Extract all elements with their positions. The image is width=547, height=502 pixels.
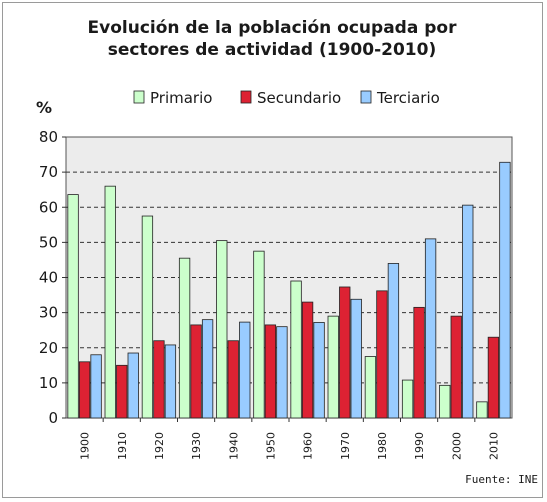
bar-primario-1910 bbox=[104, 185, 116, 419]
bar-secundario-1960 bbox=[301, 301, 314, 419]
y-tick-label: 80 bbox=[39, 128, 58, 146]
legend-label-terciario: Terciario bbox=[376, 89, 440, 107]
bar-secundario-1930 bbox=[190, 324, 202, 419]
bar-terciario-1950 bbox=[276, 326, 288, 419]
bar-terciario-1900 bbox=[90, 354, 102, 419]
x-tick-label: 1950 bbox=[264, 432, 277, 460]
bar-secundario-2010 bbox=[487, 336, 500, 419]
x-tick-label: 2000 bbox=[450, 432, 463, 460]
bar-primario-1920 bbox=[141, 215, 154, 419]
source-note: Fuente: INE bbox=[465, 473, 538, 486]
bar-terciario-1970 bbox=[350, 298, 362, 419]
bar-secundario-1970 bbox=[339, 286, 351, 419]
bar-terciario-1920 bbox=[164, 344, 177, 419]
bar-primario-1990 bbox=[401, 379, 414, 419]
bar-terciario-2010 bbox=[499, 161, 511, 419]
bar-terciario-1940 bbox=[239, 321, 251, 419]
bar-terciario-2000 bbox=[462, 204, 474, 419]
bar-secundario-1910 bbox=[116, 364, 128, 419]
bar-primario-1960 bbox=[290, 280, 302, 419]
x-tick-label: 1960 bbox=[302, 432, 315, 460]
x-tick-label: 1990 bbox=[413, 432, 426, 460]
bar-primario-2010 bbox=[476, 401, 488, 419]
x-tick-label: 1980 bbox=[376, 432, 389, 460]
y-tick-label: 20 bbox=[39, 339, 58, 357]
bar-terciario-1990 bbox=[424, 238, 437, 419]
bar-secundario-2000 bbox=[450, 315, 462, 419]
x-tick-label: 1920 bbox=[153, 432, 166, 460]
legend-swatch-secundario bbox=[240, 90, 252, 104]
bar-primario-1930 bbox=[178, 257, 191, 419]
bar-primario-1970 bbox=[327, 315, 339, 419]
x-tick-label: 1970 bbox=[339, 432, 352, 460]
bar-primario-1980 bbox=[364, 356, 377, 419]
y-tick-label: 0 bbox=[48, 409, 58, 427]
legend: Primario Secundario Terciario bbox=[133, 89, 440, 107]
x-tick-label: 1940 bbox=[227, 432, 240, 460]
y-tick-label: 70 bbox=[39, 163, 58, 181]
bar-secundario-1940 bbox=[227, 340, 239, 419]
y-tick-label: 30 bbox=[39, 304, 58, 322]
x-axis-ticks: 1900 1910 1920 1930 1940 1950 1960 1970 1980 1990… bbox=[79, 418, 500, 460]
bar-secundario-1980 bbox=[376, 290, 388, 419]
y-axis-ticks: 0 10 20 30 40 50 60 70 80 bbox=[39, 128, 66, 427]
chart-title-line-1: Evolución de la población ocupada por bbox=[88, 18, 458, 38]
y-tick-label: 10 bbox=[39, 374, 58, 392]
legend-swatch-terciario bbox=[360, 90, 372, 104]
bar-primario-1900 bbox=[67, 194, 79, 419]
bar-primario-1950 bbox=[253, 250, 265, 419]
bar-secundario-1950 bbox=[264, 324, 277, 419]
bar-terciario-1960 bbox=[313, 322, 325, 419]
bar-secundario-1920 bbox=[153, 340, 165, 419]
bar-primario-2000 bbox=[439, 384, 451, 419]
x-tick-label: 1930 bbox=[190, 432, 203, 460]
x-tick-label: 1910 bbox=[116, 432, 129, 460]
legend-label-secundario: Secundario bbox=[257, 89, 341, 107]
y-tick-label: 50 bbox=[39, 233, 58, 251]
legend-label-primario: Primario bbox=[150, 89, 212, 107]
bar-terciario-1980 bbox=[387, 263, 400, 419]
x-tick-label: 2010 bbox=[487, 432, 500, 460]
bars bbox=[67, 161, 511, 419]
x-tick-label: 1900 bbox=[79, 432, 92, 460]
gridlines bbox=[66, 171, 512, 384]
bar-primario-1940 bbox=[216, 240, 228, 419]
y-axis-label: % bbox=[36, 98, 52, 117]
y-tick-label: 40 bbox=[39, 269, 58, 287]
bar-secundario-1900 bbox=[78, 361, 91, 419]
bar-terciario-1910 bbox=[127, 352, 139, 419]
chart-title-line-2: sectores de actividad (1900-2010) bbox=[108, 40, 436, 60]
legend-swatch-primario bbox=[133, 90, 145, 104]
bar-terciario-1930 bbox=[201, 319, 214, 419]
bar-secundario-1990 bbox=[413, 306, 425, 419]
y-tick-label: 60 bbox=[39, 198, 58, 216]
